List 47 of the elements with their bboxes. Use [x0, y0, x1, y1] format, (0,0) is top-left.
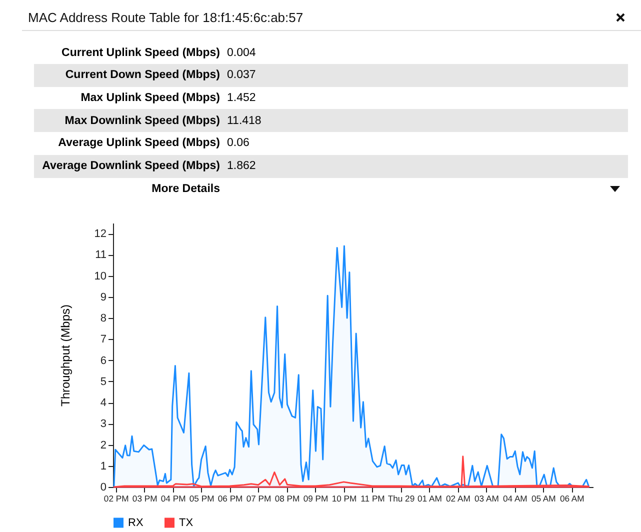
text: 11.418: [227, 114, 262, 127]
text: 1.452: [227, 92, 256, 104]
x-tick-label: 07 PM: [246, 494, 272, 504]
y-tick-label: 9: [100, 291, 106, 304]
y-tick-label: 2: [100, 439, 106, 452]
y-tick-label: 8: [100, 312, 106, 325]
y-axis-title: Throughput (Mbps): [58, 304, 72, 407]
y-tick-label: 5: [100, 376, 106, 388]
y-tick-label: 7: [100, 334, 106, 346]
x-tick-label: 08 PM: [274, 494, 300, 504]
legend-label: RX: [128, 516, 144, 529]
category-label: Average Downlink Speed (Mbps): [41, 160, 221, 172]
category-label: Average Uplink Speed (Mbps): [57, 137, 221, 150]
x-tick-label: 01 AM: [418, 494, 442, 504]
x-tick-label: 05 PM: [189, 494, 214, 504]
x-tick-label: 09 PM: [303, 494, 328, 504]
y-tick-label: 0: [100, 482, 106, 494]
y-tick-label: 4: [100, 397, 106, 410]
x-tick-label: 06 AM: [560, 494, 584, 504]
category-label: Max Uplink Speed (Mbps): [80, 92, 221, 104]
x-tick-label: Thu 29: [388, 494, 415, 504]
text: More Details: [150, 182, 221, 195]
x-tick-label: 02 AM: [446, 494, 470, 504]
category-label: Current Uplink Speed (Mbps): [60, 46, 221, 58]
x-tick-label: 10 PM: [332, 494, 357, 504]
x-tick-label: 11 PM: [360, 494, 385, 504]
x-tick-label: 05 AM: [531, 494, 556, 504]
y-tick-label: 1: [100, 460, 106, 472]
text: 0.06: [227, 137, 250, 150]
text: MAC Address Route Table for 18:f1:45:6c:ab:57: [22, 4, 641, 31]
category-label: Max Downlink Speed (Mbps): [64, 114, 221, 127]
x-tick-label: 03 PM: [132, 494, 158, 504]
y-tick-label: 11: [95, 249, 106, 262]
y-tick-label: 3: [100, 418, 106, 430]
x-tick-label: 04 PM: [160, 494, 186, 504]
y-tick-label: 6: [100, 354, 106, 367]
legend-label: TX: [179, 516, 194, 529]
x-tick-label: 03 AM: [474, 494, 499, 504]
category-label: Current Down Speed (Mbps): [64, 69, 221, 82]
x-tick-label: 04 AM: [502, 494, 528, 504]
x-tick-label: 02 PM: [104, 494, 129, 504]
y-tick-label: 10: [94, 270, 106, 282]
text: 0.037: [227, 69, 256, 82]
x-tick-label: 06 PM: [218, 494, 243, 504]
text: 0.004: [227, 46, 256, 58]
text: 1.862: [227, 160, 256, 172]
y-tick-label: 12: [94, 228, 106, 240]
